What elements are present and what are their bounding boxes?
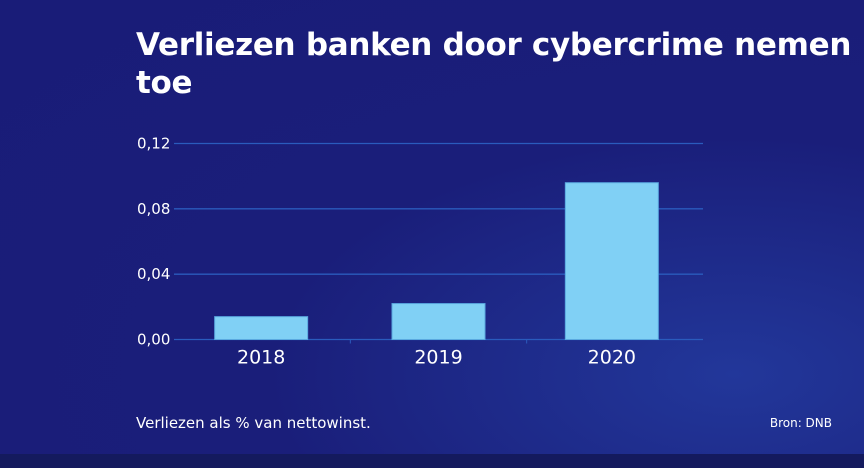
y-tick-label: 0,00 [137, 331, 170, 349]
source-label: Bron: DNB [769, 416, 832, 430]
chart-title: Verliezen banken door cybercrime nemen t… [136, 27, 852, 101]
bar-2020 [564, 182, 659, 340]
y-tick-label: 0,04 [137, 265, 170, 283]
y-tick-label: 0,08 [137, 200, 170, 218]
y-tick-label: 0,12 [137, 135, 170, 153]
bar-2019 [391, 303, 486, 341]
footnote: Verliezen als % van nettowinst. [136, 414, 371, 432]
bar-2018 [214, 316, 309, 340]
x-tick-label: 2020 [588, 347, 636, 369]
x-tick-label: 2018 [237, 347, 285, 369]
bottom-strip [0, 454, 864, 468]
x-tick-label: 2019 [414, 347, 462, 369]
